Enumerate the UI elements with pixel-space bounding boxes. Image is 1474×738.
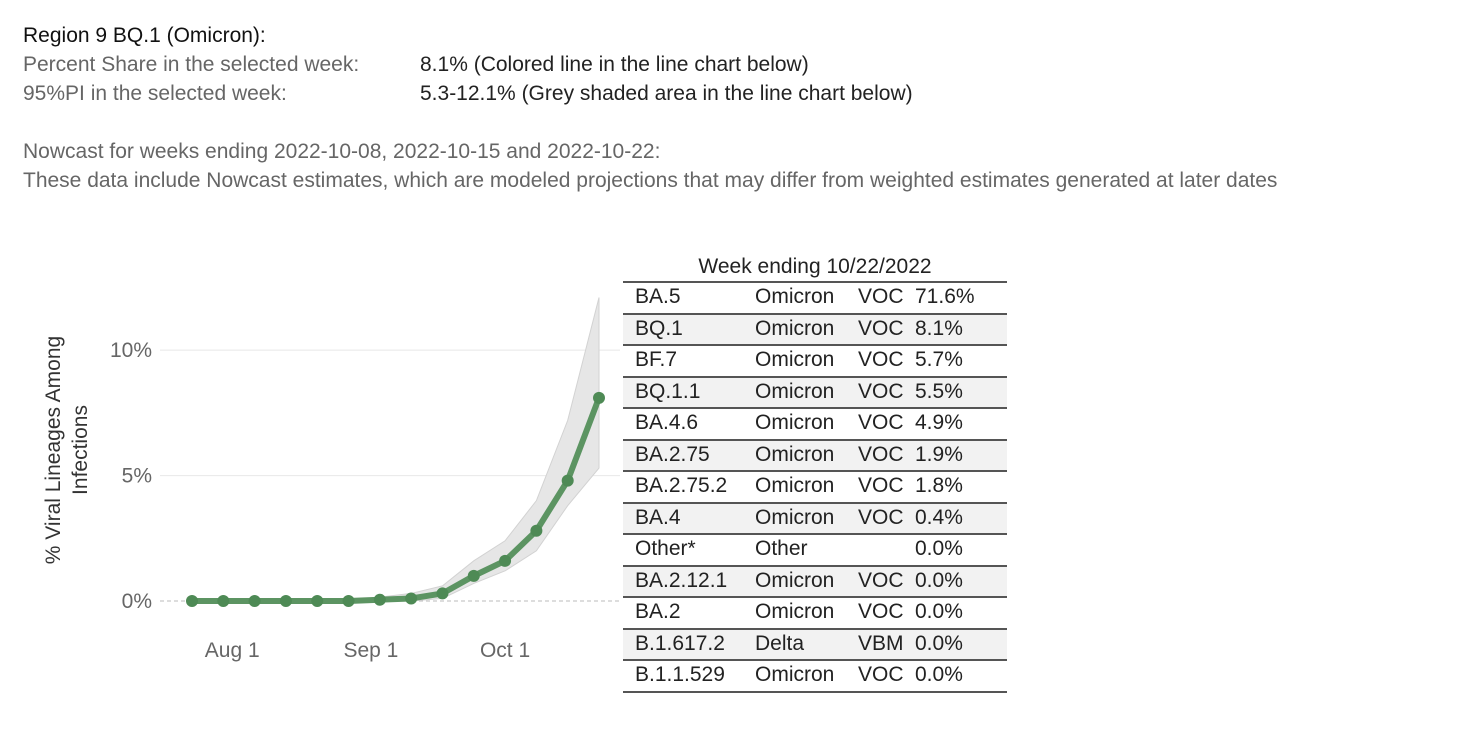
table-cell: BQ.1.1 (635, 379, 701, 403)
point (530, 524, 543, 537)
y-axis-label: % Viral Lineages Among (42, 336, 65, 564)
table-cell: B.1.1.529 (635, 663, 725, 686)
table-row: BA.4.6 Omicron VOC 4.9% (623, 409, 1007, 441)
table-cell: BA.2.12.1 (635, 568, 728, 592)
point (186, 594, 198, 607)
table-cell: Other* (635, 537, 696, 560)
table-cell: Omicron (755, 600, 835, 623)
table-row: BA.2.12.1 Omicron VOC 0.0% (623, 566, 1007, 598)
table-row: BA.2.75.2 Omicron VOC 1.8% (623, 472, 1007, 504)
nowcast-note: These data include Nowcast estimates, wh… (23, 169, 1278, 192)
table-cell: BF.7 (635, 348, 678, 371)
point (248, 594, 261, 607)
table-row: BA.2.75 Omicron VOC 1.9% (623, 440, 1007, 472)
table-cell: Omicron (755, 316, 835, 340)
table-cell: 1.9% (915, 442, 963, 466)
table-cell: Omicron (755, 411, 835, 434)
table-row: BF.7 Omicron VOC 5.7% (623, 346, 1007, 378)
chart: % Viral Lineages Among Infections 0% 5% 10… (42, 297, 620, 662)
table-cell: VOC (858, 348, 904, 371)
table-cell: Other (755, 537, 808, 560)
table-cell: 5.7% (915, 348, 963, 371)
pi-label: 95%PI in the selected week: (23, 82, 287, 105)
table-cell: VBM (858, 631, 904, 655)
table-cell: Omicron (755, 348, 835, 371)
share-value: 8.1% (Colored line in the line chart bel… (420, 53, 809, 76)
table-cell: BQ.1 (635, 316, 683, 340)
table-row: BA.2 Omicron VOC 0.0% (623, 598, 1007, 630)
y-tick-label: 0% (122, 590, 152, 613)
table-cell: Omicron (755, 568, 835, 592)
table-cell: 0.0% (915, 600, 963, 623)
table-cell: 8.1% (915, 316, 963, 340)
table-row: BA.5 Omicron VOC 71.6% (623, 283, 1007, 315)
y-tick-label: 10% (110, 339, 152, 362)
table-row: B.1.1.529 Omicron VOC 0.0% (623, 661, 1007, 693)
table-cell: 0.4% (915, 505, 963, 529)
table-cell: 5.5% (915, 379, 963, 403)
table-row: BA.4 Omicron VOC 0.4% (623, 503, 1007, 535)
point (342, 594, 355, 607)
table-cell: BA.2.75.2 (635, 474, 728, 497)
table-row: BQ.1 Omicron VOC 8.1% (623, 314, 1007, 346)
table-row: B.1.617.2 Delta VBM 0.0% (623, 629, 1007, 661)
table-cell: Delta (755, 631, 805, 655)
variant-table: Week ending 10/22/2022 BA.5 Omicron VOC 71.… (623, 252, 1007, 693)
point (217, 594, 230, 607)
point (311, 594, 324, 607)
nowcast-title: Nowcast for weeks ending 2022-10-08, 202… (23, 140, 661, 163)
table-cell: VOC (858, 600, 904, 623)
y-tick-label: 5% (122, 465, 152, 488)
table-cell: VOC (858, 316, 904, 340)
table-cell: 71.6% (915, 285, 975, 308)
table-cell: 0.0% (915, 537, 963, 560)
point (405, 592, 418, 605)
table-cell: BA.4 (635, 505, 681, 529)
pi-value: 5.3-12.1% (Grey shaded area in the line … (420, 82, 913, 105)
table-cell: VOC (858, 568, 904, 592)
table-cell: Omicron (755, 379, 835, 403)
table-cell: Omicron (755, 285, 835, 308)
table-cell: VOC (858, 411, 904, 434)
table-cell: 4.9% (915, 411, 963, 434)
x-tick-label: Sep 1 (343, 639, 398, 662)
point (373, 593, 386, 606)
table-cell: Omicron (755, 663, 835, 686)
table-cell: 0.0% (915, 631, 963, 655)
title: Region 9 BQ.1 (Omicron): (23, 24, 266, 47)
table-cell: VOC (858, 442, 904, 466)
point (436, 587, 449, 600)
table-cell: BA.4.6 (635, 411, 699, 434)
share-label: Percent Share in the selected week: (23, 53, 360, 76)
x-tick-label: Aug 1 (205, 639, 260, 662)
table-row: Other* Other 0.0% (623, 535, 1007, 567)
y-axis-label: Infections (69, 405, 92, 495)
table-cell: B.1.617.2 (635, 631, 725, 655)
table-cell: BA.2.75 (635, 442, 710, 466)
table-cell: Omicron (755, 442, 835, 466)
table-cell: VOC (858, 663, 904, 686)
table-cell: VOC (858, 474, 904, 497)
table-title: Week ending 10/22/2022 (623, 252, 1007, 283)
table-cell: 0.0% (915, 663, 963, 686)
table-row: BQ.1.1 Omicron VOC 5.5% (623, 377, 1007, 409)
table-cell: VOC (858, 285, 904, 308)
table-cell: Omicron (755, 474, 835, 497)
point (561, 474, 574, 487)
point (499, 554, 512, 567)
table-cell: BA.5 (635, 285, 681, 308)
table-cell: 0.0% (915, 568, 963, 592)
point (593, 391, 605, 404)
point (279, 594, 292, 607)
table-cell: VOC (858, 505, 904, 529)
point (467, 569, 480, 582)
x-tick-label: Oct 1 (480, 639, 530, 662)
table-cell: VOC (858, 379, 904, 403)
prediction-interval (192, 297, 600, 602)
table-cell: 1.8% (915, 474, 963, 497)
table-cell: BA.2 (635, 600, 681, 623)
table-cell: Omicron (755, 505, 835, 529)
